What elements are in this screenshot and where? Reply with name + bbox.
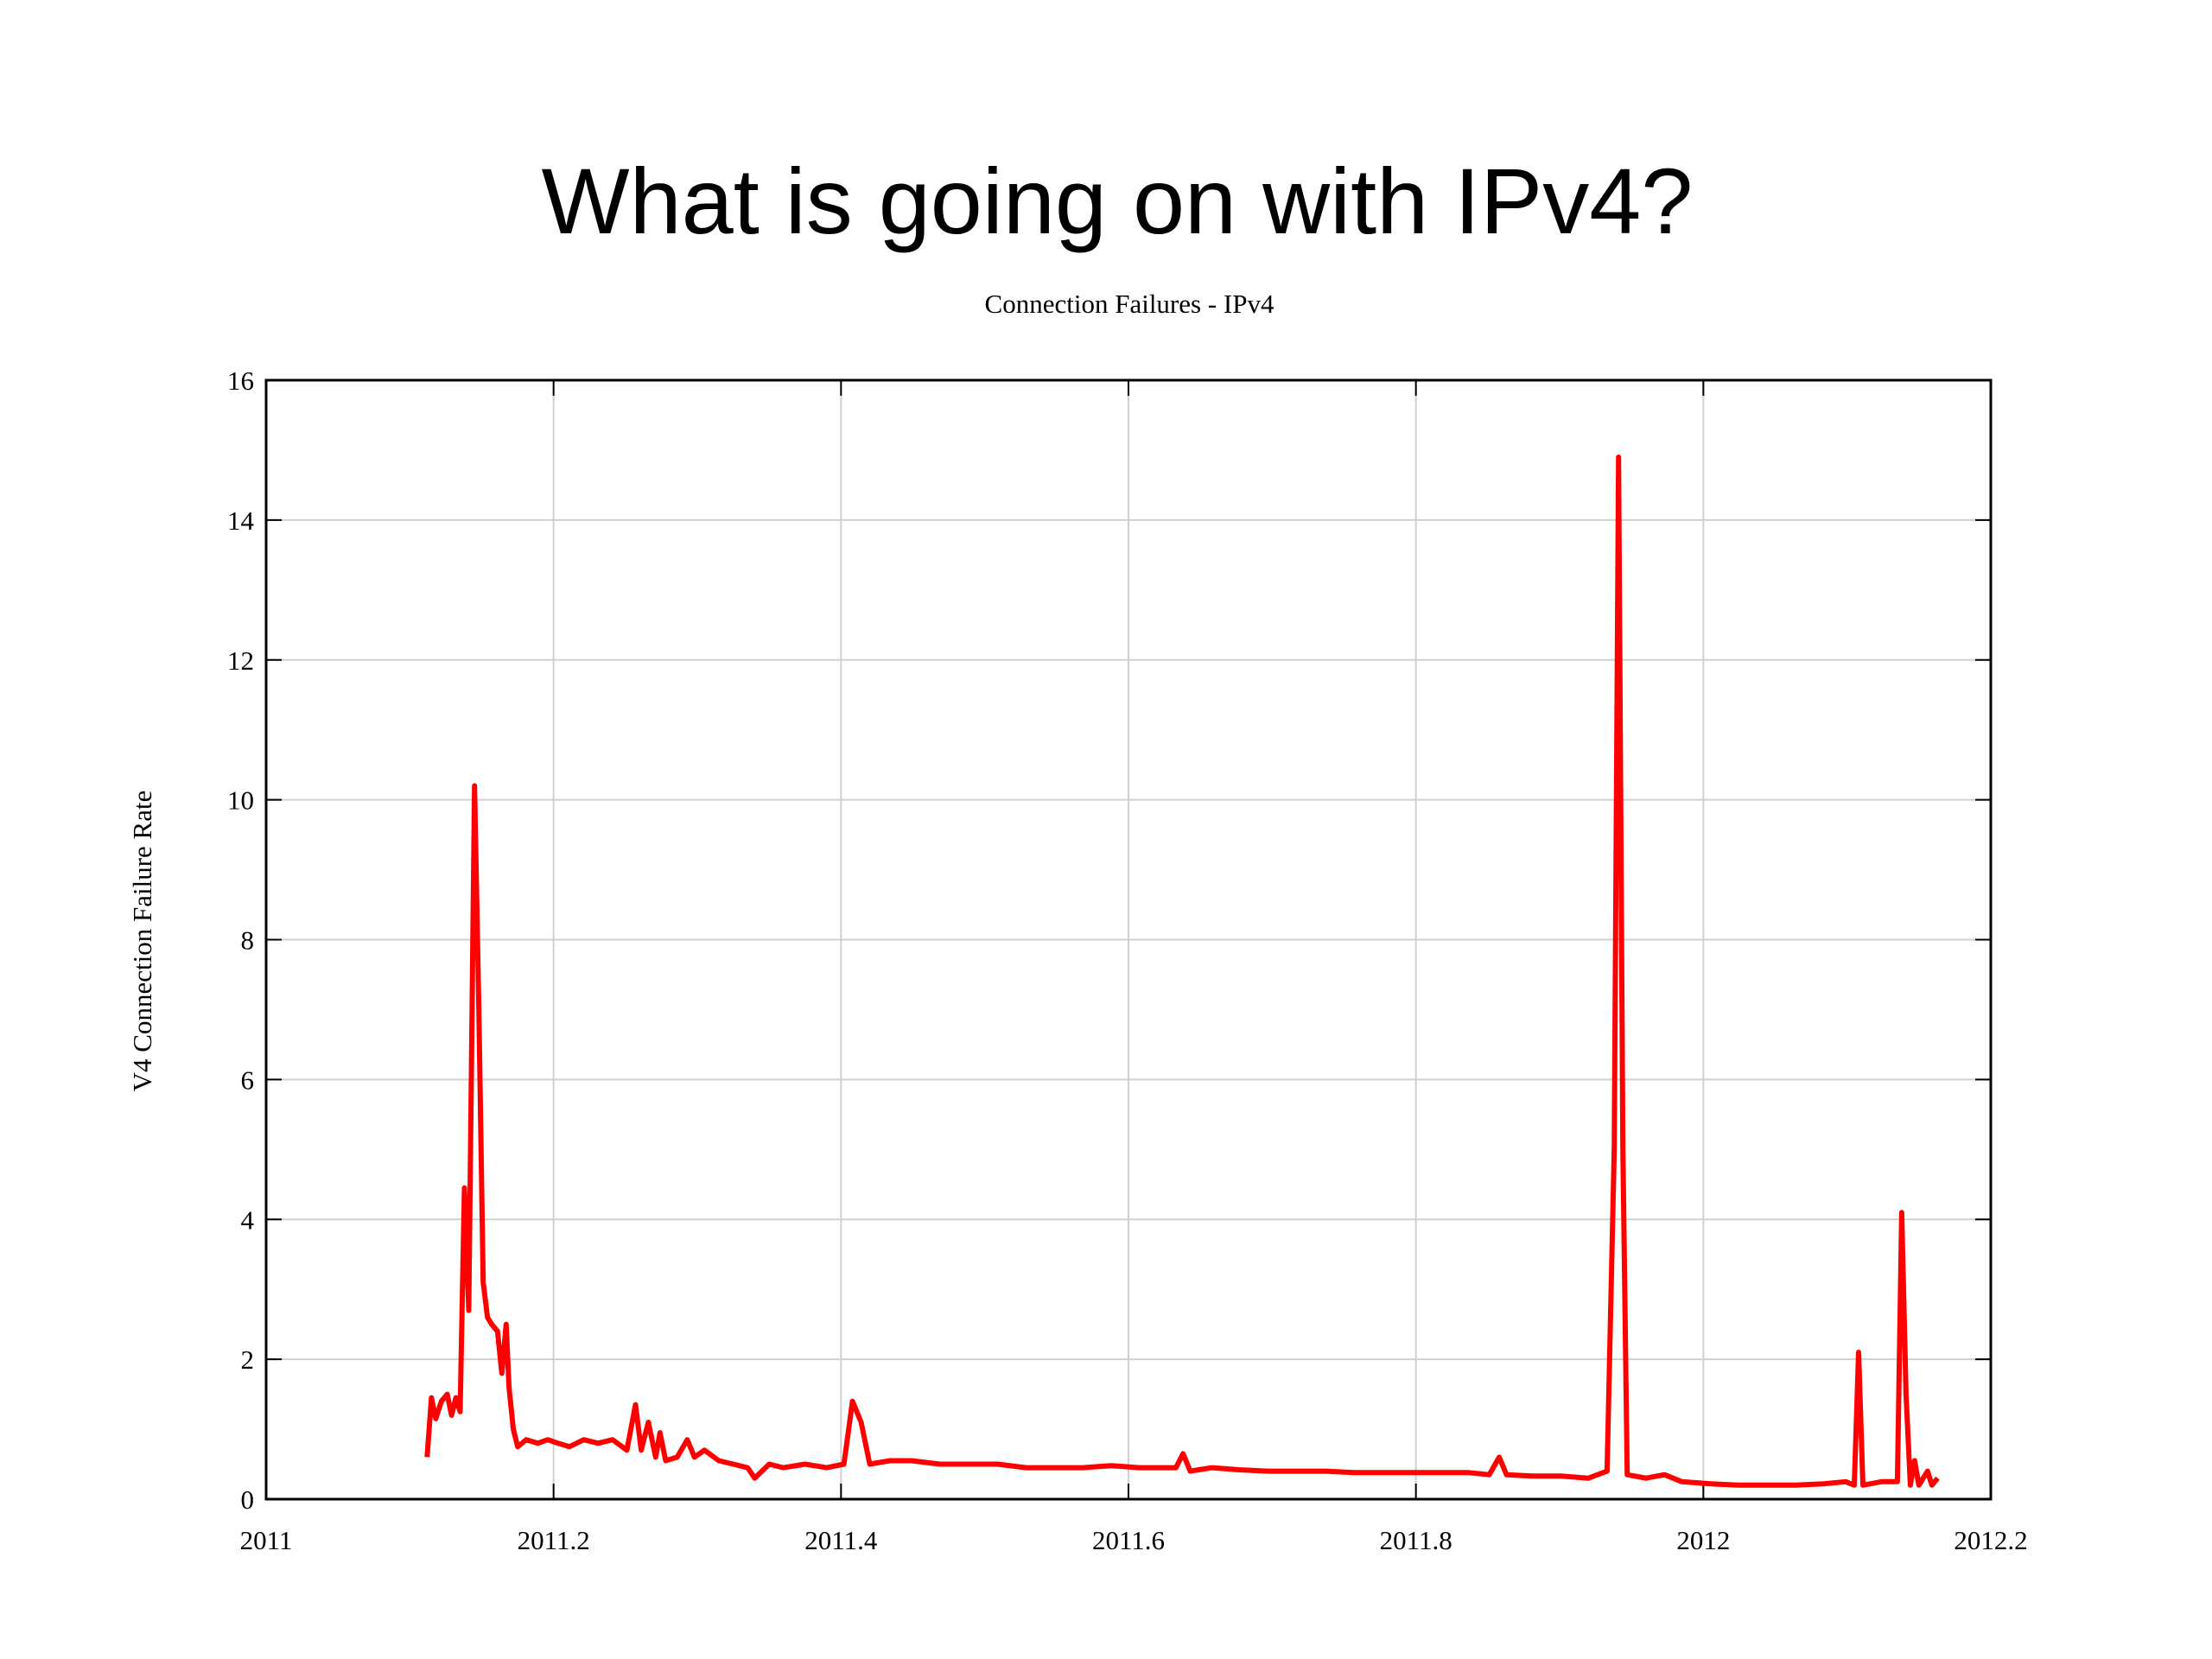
- x-tick-label: 2011.2: [518, 1525, 590, 1555]
- y-tick-label: 6: [241, 1065, 255, 1095]
- y-tick-label: 14: [227, 505, 255, 536]
- y-axis-label: V4 Connection Failure Rate: [127, 791, 157, 1092]
- slide-title: What is going on with IPv4?: [542, 149, 1694, 253]
- y-tick-label: 4: [241, 1205, 255, 1235]
- x-tick-label: 2012.2: [1954, 1525, 2027, 1555]
- x-tick-label: 2011.4: [804, 1525, 878, 1555]
- x-tick-label: 2012: [1676, 1525, 1730, 1555]
- y-tick-label: 8: [241, 925, 255, 956]
- y-tick-label: 16: [227, 365, 254, 396]
- plot-frame: [264, 378, 1993, 1501]
- y-tick-label: 2: [241, 1344, 255, 1375]
- x-tick-label: 2011.6: [1092, 1525, 1165, 1555]
- chart-subtitle: Connection Failures - IPv4: [985, 289, 1274, 319]
- x-tick-label: 2011: [240, 1525, 293, 1555]
- x-tick-label: 2011.8: [1380, 1525, 1452, 1555]
- y-tick-label: 12: [227, 645, 254, 676]
- y-tick-label: 0: [241, 1484, 255, 1515]
- y-tick-label: 10: [227, 785, 254, 816]
- data-line: [424, 454, 1940, 1488]
